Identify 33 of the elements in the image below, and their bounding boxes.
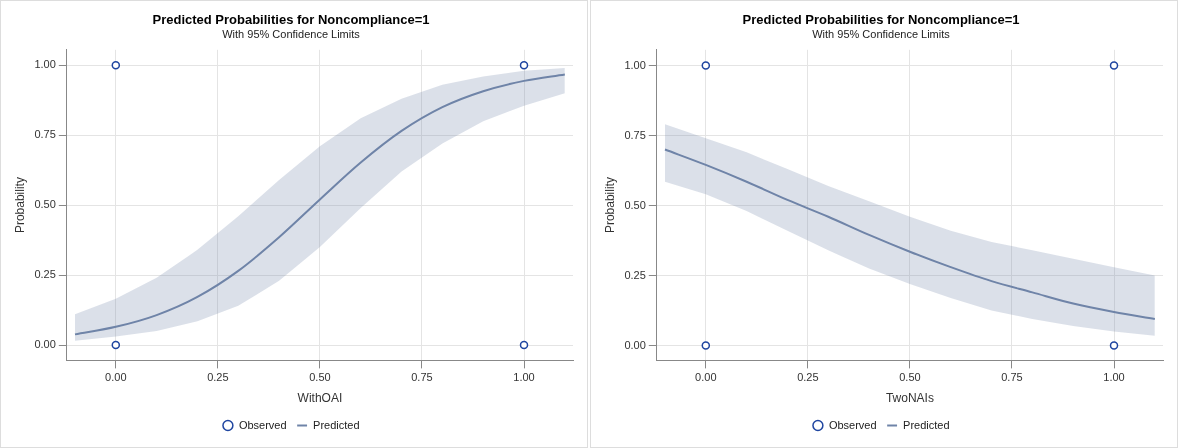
- legend-label: Observed: [828, 418, 877, 431]
- y-tick-label: 1.00: [34, 58, 56, 71]
- chart-title: Predicted Probabilities for Noncompliance=1: [152, 12, 430, 28]
- x-axis-title: WithOAI: [297, 391, 343, 406]
- x-tick-label: 0.00: [695, 371, 717, 384]
- y-tick-label: 0.00: [34, 338, 56, 351]
- x-tick-label: 0.50: [899, 371, 921, 384]
- x-tick-label: 0.00: [105, 371, 127, 384]
- legend-label: Predicted: [313, 418, 360, 431]
- x-tick-label: 0.25: [797, 371, 819, 384]
- x-tick-label: 0.75: [1001, 371, 1023, 384]
- x-tick-label: 0.50: [309, 371, 331, 384]
- y-axis-title: Probability: [602, 177, 617, 234]
- y-tick-label: 0.25: [34, 268, 56, 281]
- x-tick-label: 0.25: [207, 371, 229, 384]
- chart-subtitle: With 95% Confidence Limits: [222, 28, 361, 41]
- y-axis-title: Probability: [12, 177, 27, 234]
- legend-label: Observed: [238, 418, 287, 431]
- x-tick-label: 1.00: [513, 371, 535, 384]
- y-tick-label: 0.25: [624, 268, 646, 281]
- chart-title: Predicted Probabilities for Noncompliance=1: [742, 12, 1020, 28]
- chart-subtitle: With 95% Confidence Limits: [812, 28, 951, 41]
- line-series: [663, 148, 1156, 320]
- y-tick-label: 0.75: [624, 128, 646, 141]
- y-tick-label: 0.50: [624, 198, 646, 211]
- y-tick-label: 1.00: [624, 58, 646, 71]
- y-tick-label: 0.75: [34, 128, 56, 141]
- x-tick-label: 0.75: [411, 371, 433, 384]
- y-tick-label: 0.00: [624, 338, 646, 351]
- x-axis-title: TwoNAIs: [885, 391, 934, 406]
- legend-label: Predicted: [903, 418, 950, 431]
- x-tick-label: 1.00: [1103, 371, 1125, 384]
- y-tick-label: 0.50: [34, 198, 56, 211]
